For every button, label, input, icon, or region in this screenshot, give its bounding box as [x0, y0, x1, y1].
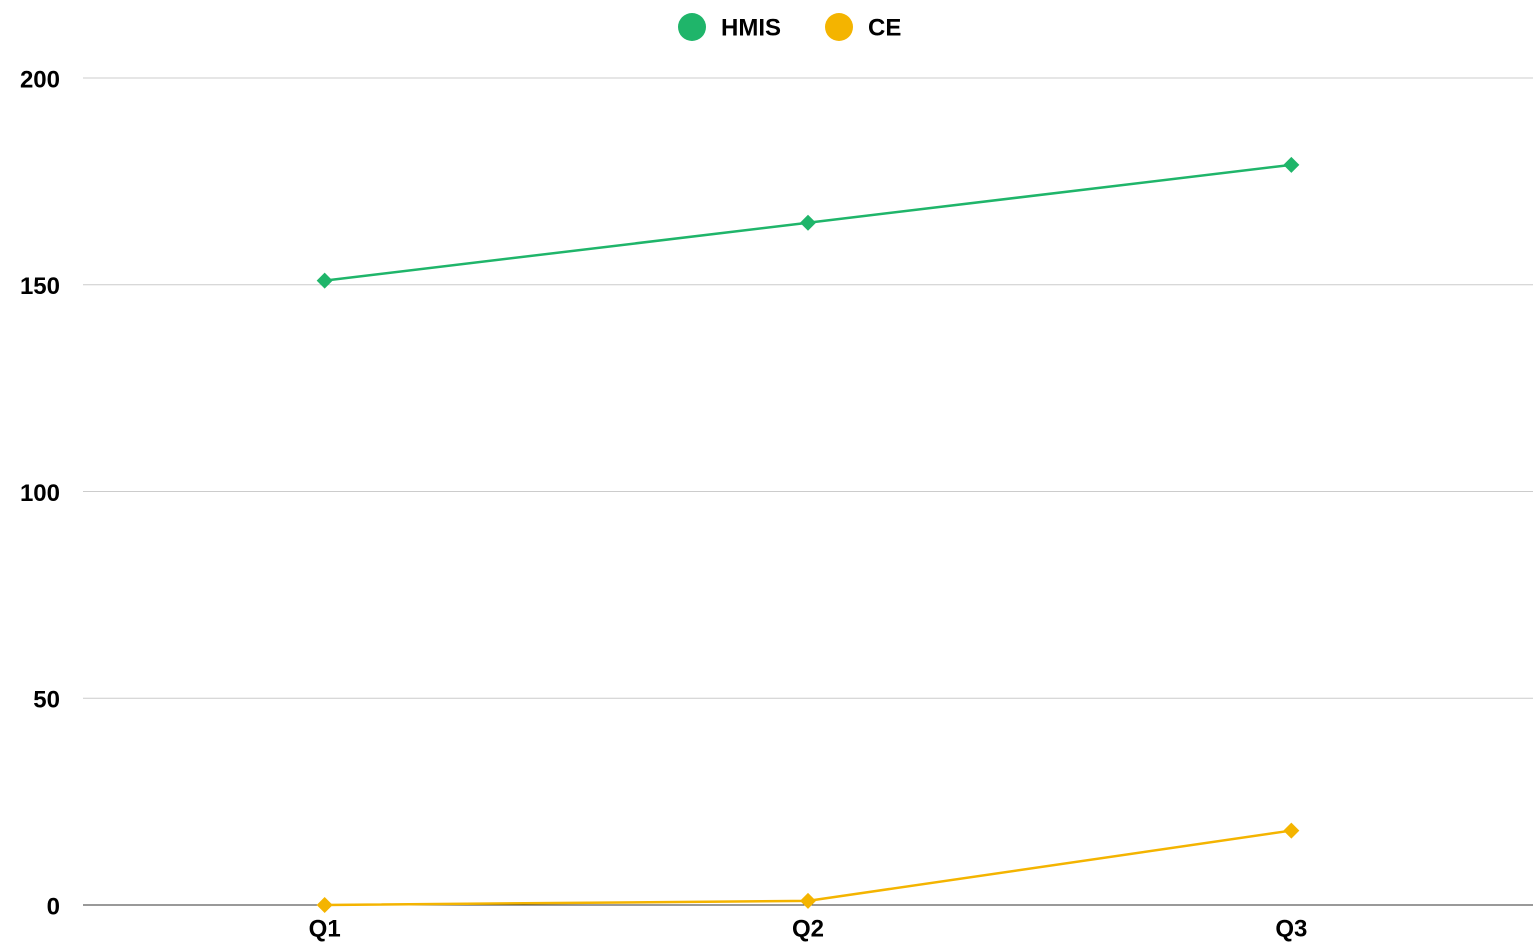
legend-label: HMIS: [721, 14, 781, 41]
x-tick-label: Q3: [1275, 915, 1307, 942]
data-point: [1283, 822, 1300, 839]
data-point: [800, 214, 816, 231]
data-point: [1283, 156, 1300, 173]
x-tick-label: Q2: [792, 915, 824, 942]
legend-label: CE: [868, 14, 901, 41]
x-tick-label: Q1: [309, 915, 341, 942]
y-tick-label: 100: [20, 480, 60, 507]
legend-swatch: [825, 13, 853, 41]
data-point: [316, 897, 333, 913]
legend-swatch: [678, 13, 706, 41]
y-tick-label: 0: [47, 893, 60, 920]
data-point: [800, 892, 816, 909]
data-point: [316, 272, 333, 289]
y-tick-label: 50: [33, 687, 60, 714]
y-tick-label: 200: [20, 66, 60, 93]
y-tick-label: 150: [20, 273, 60, 300]
